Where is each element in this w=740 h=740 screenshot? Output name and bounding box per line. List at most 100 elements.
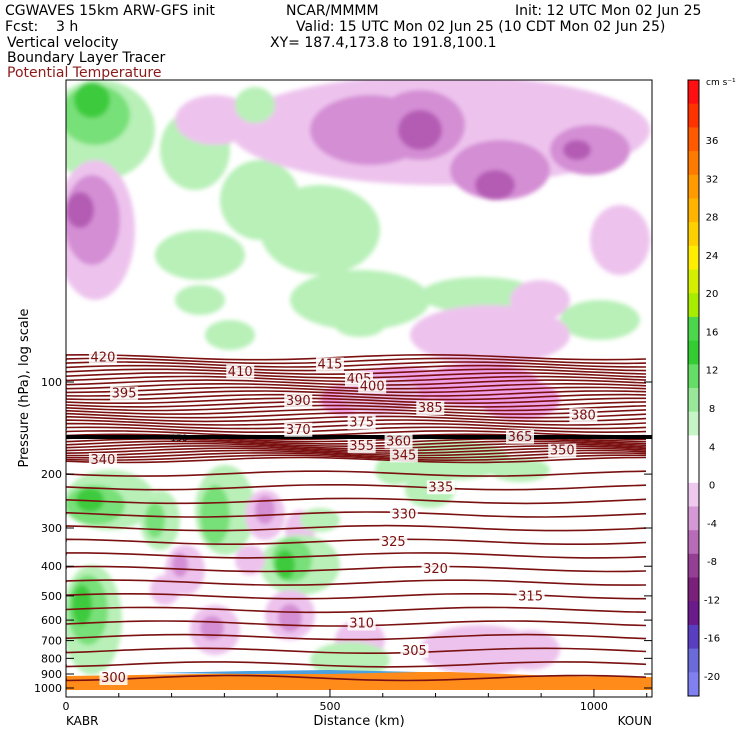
field-potential-temperature: Potential Temperature <box>7 65 162 81</box>
colorbar-swatch <box>688 151 699 176</box>
isentrope-line <box>66 422 647 430</box>
colorbar-label: -8 <box>707 557 717 568</box>
isentrope-label: 380 <box>571 408 596 423</box>
isentrope-line <box>66 620 647 627</box>
isentrope-line <box>66 633 647 641</box>
isentrope-label: 355 <box>349 439 374 454</box>
cross-section-endpoints: XY= 187.4,173.8 to 191.8,100.1 <box>270 35 497 51</box>
isentrope-label: 300 <box>101 671 126 686</box>
isentrope-line <box>66 415 647 423</box>
colorbar-label: -20 <box>704 672 720 683</box>
isentrope-label-bg <box>569 408 598 423</box>
isentrope-line <box>66 408 647 415</box>
isentrope-line <box>66 404 647 412</box>
isentrope-line <box>66 661 647 668</box>
x-axis-label: Distance (km) <box>313 714 404 729</box>
isentrope-line <box>66 357 647 365</box>
colorbar-swatch <box>688 269 699 294</box>
colorbar-swatch <box>688 672 699 697</box>
marker-label: 150 <box>170 434 187 444</box>
velocity-blob <box>220 160 300 240</box>
velocity-blob <box>335 313 385 337</box>
velocity-blob <box>72 585 92 625</box>
colorbar-label: 4 <box>709 442 715 453</box>
colorbar-swatch <box>688 624 699 650</box>
isentrope-line <box>66 606 647 614</box>
model-title: CGWAVES 15km ARW-GFS init <box>5 3 215 19</box>
field-vertical-velocity: Vertical velocity <box>7 35 119 51</box>
isentrope-label-bg <box>358 379 387 394</box>
y-tick-label: 300 <box>41 522 62 535</box>
x-tick-label: 0 <box>63 700 70 713</box>
isentrope-label: 415 <box>318 358 343 373</box>
isentrope-label-bg <box>389 448 418 463</box>
isentrope-label: 360 <box>386 434 411 449</box>
colorbar-swatch <box>688 245 699 270</box>
colorbar-swatch <box>688 316 699 342</box>
isentrope-label-bg <box>110 386 139 401</box>
velocity-blob <box>278 604 302 632</box>
isentrope-label: 390 <box>286 394 311 409</box>
velocity-blob <box>510 280 570 320</box>
colorbar-swatch <box>688 601 699 626</box>
y-tick-label: 200 <box>41 468 62 481</box>
isentrope-line <box>66 382 647 390</box>
isentrope-label: 310 <box>349 617 374 632</box>
isentrope-label: 345 <box>391 448 416 463</box>
y-tick-label: 1000 <box>34 682 62 695</box>
colorbar-swatch <box>688 80 699 105</box>
isentrope-label-bg <box>347 439 376 454</box>
isentrope-label-bg <box>426 480 455 495</box>
colorbar-label: 12 <box>706 366 719 377</box>
isentrope-line <box>66 454 647 462</box>
isentrope-line <box>66 524 647 532</box>
isentrope-line <box>66 393 647 401</box>
x-tick-label: 1000 <box>580 700 608 713</box>
valid-time: Valid: 15 UTC Mon 02 Jun 25 (10 CDT Mon … <box>296 19 666 35</box>
isentrope-label-bg <box>226 364 255 379</box>
plot-frame <box>65 79 653 698</box>
isentrope-line <box>66 430 647 437</box>
colorbar-frame <box>687 79 700 697</box>
isentrope-line <box>66 447 647 455</box>
isentrope-line <box>66 647 647 654</box>
velocity-blob <box>410 305 570 365</box>
isentrope-label: 400 <box>360 379 385 394</box>
colorbar-swatch <box>688 222 699 247</box>
isentrope-line <box>66 674 647 682</box>
colorbar-swatch <box>688 127 699 152</box>
y-axis-label: Pressure (hPa), log scale <box>17 309 32 468</box>
velocity-blob <box>500 630 560 670</box>
colorbar-units: cm s⁻¹ <box>706 78 736 88</box>
velocity-blob <box>310 642 390 678</box>
velocity-blob <box>172 553 188 577</box>
isentrope-label-bg <box>416 401 445 415</box>
velocity-blob <box>590 205 650 275</box>
colorbar-swatch <box>688 340 699 365</box>
isentrope-line <box>66 426 647 434</box>
isentrope-label-bg <box>284 422 313 437</box>
isentrope-label-bg <box>88 453 117 467</box>
isentrope-label: 325 <box>381 535 406 550</box>
colorbar-label: 0 <box>709 481 715 492</box>
isentrope-line <box>66 440 647 448</box>
colorbar-label: 8 <box>709 404 715 415</box>
isentrope-line <box>66 397 646 405</box>
x-endpoint-right: KOUN <box>618 714 652 728</box>
isentrope-label-bg <box>315 357 344 372</box>
velocity-blob <box>150 575 180 605</box>
isentrope-label-bg <box>506 429 535 444</box>
isentrope-label-bg <box>516 589 545 604</box>
isentrope-line <box>66 511 647 518</box>
isentrope-label: 375 <box>349 416 374 431</box>
x-endpoint-left: KABR <box>66 714 98 728</box>
isentrope-label: 350 <box>550 444 575 459</box>
colorbar-swatch <box>688 364 699 389</box>
y-tick-label: 700 <box>41 635 62 648</box>
isentrope-label: 340 <box>91 453 116 468</box>
colorbar-swatch <box>688 648 699 673</box>
velocity-blob <box>155 230 245 280</box>
velocity-blob <box>200 485 230 545</box>
colorbar <box>687 79 700 697</box>
isentrope-label-bg <box>384 434 413 449</box>
